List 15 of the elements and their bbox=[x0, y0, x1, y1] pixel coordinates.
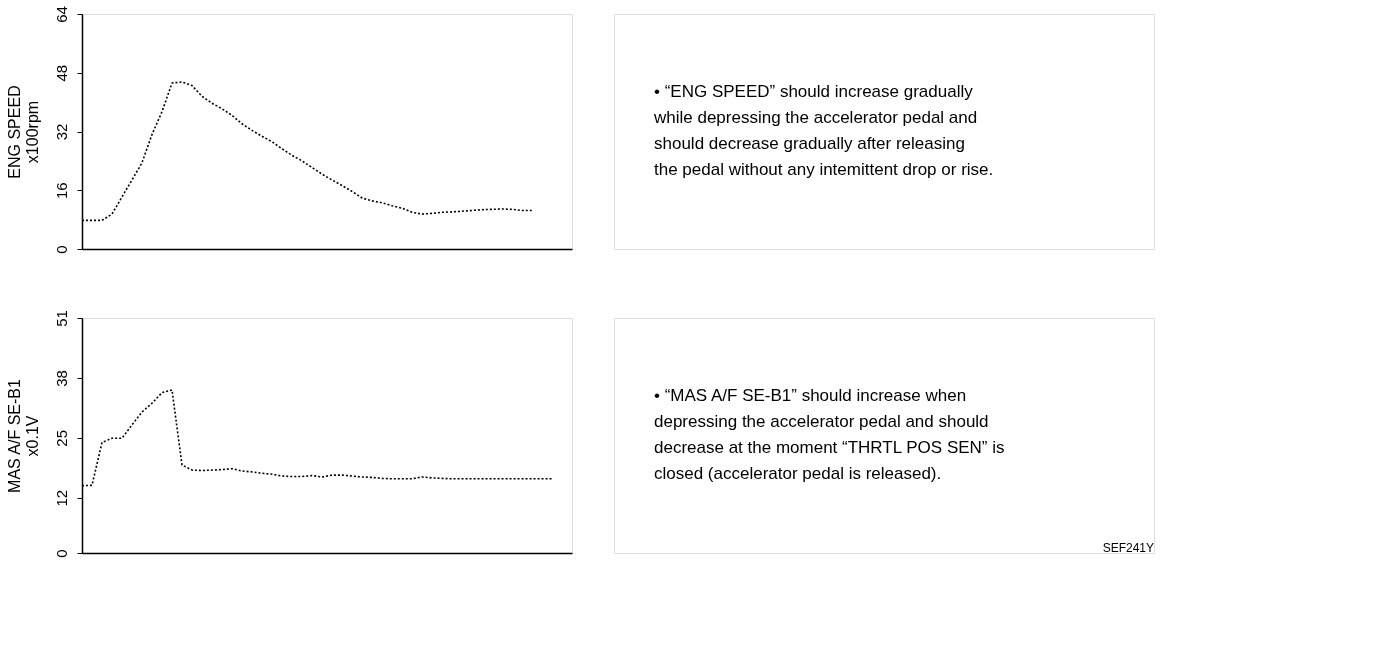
y-tick-label: 16 bbox=[52, 182, 70, 200]
text: • “ENG SPEED” should increase gradually while depressing the accelerator pedal and should decrease gradually after releasing the pedal without any intemittent drop or rise. bbox=[653, 82, 994, 179]
y-axis-title: ENG SPEED x100rpm bbox=[5, 85, 41, 179]
y-axis-title: MAS A/F SE-B1 x0.1V bbox=[5, 378, 41, 493]
y-tick-label: 38 bbox=[52, 370, 70, 387]
text: SEF241Y bbox=[1102, 541, 1154, 555]
y-tick-label: 25 bbox=[52, 429, 70, 447]
y-tick-label: 0 bbox=[52, 245, 70, 254]
y-tick-label: 48 bbox=[52, 64, 70, 82]
text: • “MAS A/F SE-B1” should increase when depressing the accelerator pedal and should decrease at the moment “THRTL POS SEN” is closed (accelerator pedal is released). bbox=[654, 386, 1005, 483]
y-tick-label: 51 bbox=[52, 310, 70, 327]
y-tick-label: 32 bbox=[52, 123, 70, 141]
y-tick-label: 12 bbox=[52, 489, 70, 507]
y-tick-label: 0 bbox=[52, 549, 70, 558]
y-tick-label: 64 bbox=[52, 6, 70, 23]
